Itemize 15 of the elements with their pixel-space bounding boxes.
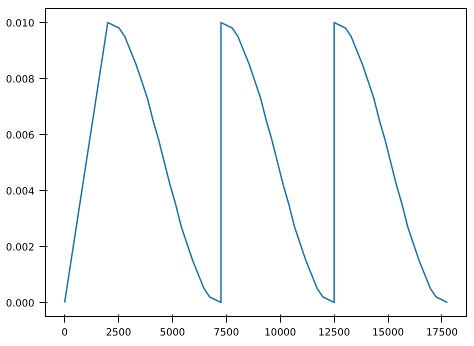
y-tick-label: 0.010 bbox=[6, 18, 35, 30]
x-tick-label: 12500 bbox=[318, 328, 350, 338]
x-tick-label: 0 bbox=[61, 328, 68, 338]
y-tick-label: 0.008 bbox=[6, 74, 35, 86]
line-series bbox=[64, 22, 448, 304]
y-tick-label: 0.006 bbox=[6, 130, 35, 142]
x-tick-label: 7500 bbox=[214, 328, 240, 338]
y-tick-label: 0.000 bbox=[6, 298, 35, 310]
x-tick-label: 2500 bbox=[106, 328, 132, 338]
x-tick-label: 5000 bbox=[160, 328, 186, 338]
x-tick-label: 17500 bbox=[426, 328, 458, 338]
y-tick-label: 0.004 bbox=[6, 186, 35, 198]
y-tick-label: 0.002 bbox=[6, 242, 35, 254]
x-tick-label: 10000 bbox=[264, 328, 296, 338]
x-tick-label: 15000 bbox=[372, 328, 404, 338]
